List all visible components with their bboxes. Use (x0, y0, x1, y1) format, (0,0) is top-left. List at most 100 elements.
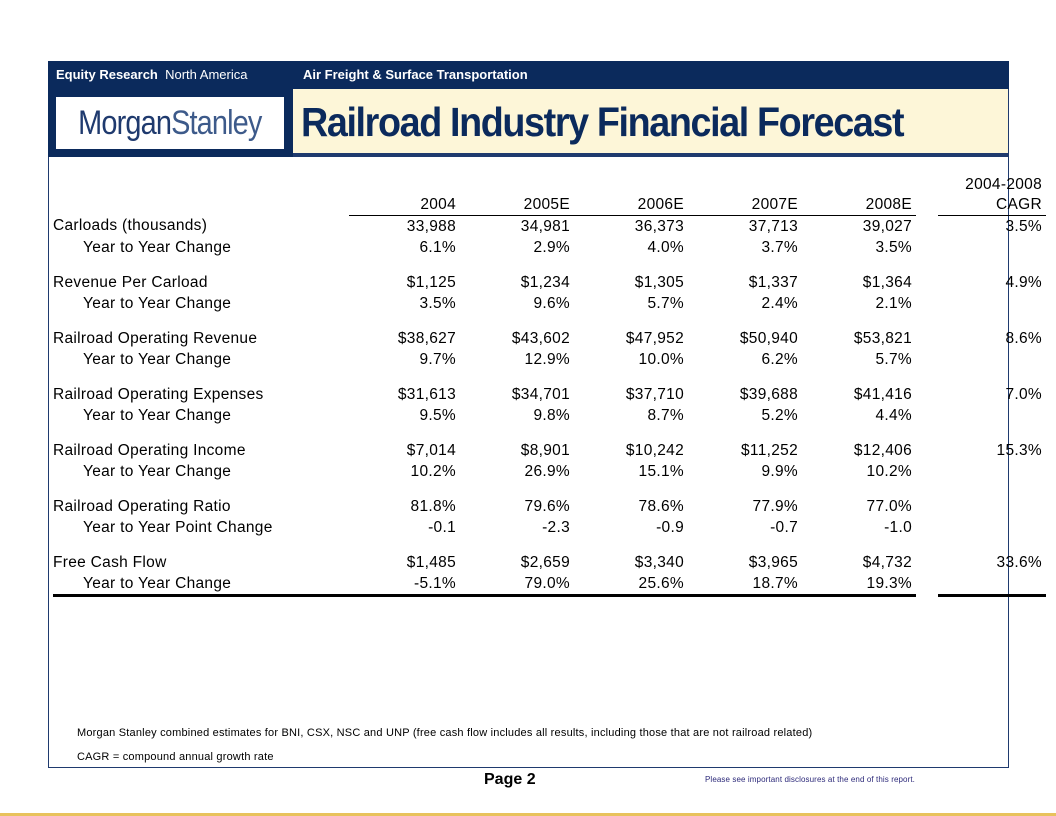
row-spacer (53, 258, 1046, 272)
cell-value: $1,485 (406, 553, 456, 571)
cell-value: 36,373 (634, 217, 684, 235)
subrow-label: Year to Year Change (83, 462, 232, 480)
cell-value: $50,940 (739, 329, 798, 347)
column-header: 2008E (802, 195, 916, 216)
title-banner: Railroad Industry Financial Forecast (293, 89, 1008, 157)
cell-value: 77.9% (752, 497, 798, 515)
subrow-value: 10.2% (410, 462, 456, 480)
subrow-value: 9.5% (419, 406, 456, 424)
page-title: Railroad Industry Financial Forecast (301, 99, 905, 145)
logo-part-stanley: Stanley (171, 103, 262, 142)
cagr-value: 8.6% (1005, 329, 1042, 347)
table-subrow: Year to Year Change 9.7% 12.9% 10.0% 6.2% 5.7… (53, 349, 1046, 370)
subrow-value: 4.4% (875, 406, 912, 424)
table-subrow: Year to Year Change 3.5% 9.6% 5.7% 2.4% 2.1% (53, 293, 1046, 314)
subrow-label: Year to Year Change (83, 406, 232, 424)
subrow-value: 15.1% (638, 462, 684, 480)
row-spacer (53, 538, 1046, 552)
cell-value: $1,305 (634, 273, 684, 291)
cell-value: 39,027 (862, 217, 912, 235)
subrow-value: 19.3% (802, 573, 916, 597)
logo-part-morgan: Morgan (78, 103, 172, 142)
subrow-value: 9.7% (419, 350, 456, 368)
row-label: Free Cash Flow (53, 553, 167, 571)
subrow-value: -2.3 (542, 518, 570, 536)
cagr-value (938, 496, 1046, 517)
subrow-value: 5.7% (875, 350, 912, 368)
column-header: 2007E (688, 195, 802, 216)
cell-value: $34,701 (511, 385, 570, 403)
row-label: Revenue Per Carload (53, 273, 208, 291)
table-row: Railroad Operating Expenses $31,613 $34,70… (53, 384, 1046, 405)
subrow-value: -0.9 (656, 518, 684, 536)
subrow-value: -5.1% (349, 573, 460, 597)
subrow-value: 3.7% (761, 238, 798, 256)
subrow-label: Year to Year Change (83, 294, 232, 312)
disclosure-note: Please see important disclosures at the … (705, 775, 916, 784)
forecast-table: 2004-2008 2004 2005E 2006E 2007E 2008E C… (53, 175, 1046, 597)
cell-value: $3,340 (634, 553, 684, 571)
subrow-value: 9.8% (533, 406, 570, 424)
cell-value: $38,627 (397, 329, 456, 347)
row-label: Railroad Operating Income (53, 441, 246, 459)
subrow-value: 9.6% (533, 294, 570, 312)
subrow-value: -0.1 (428, 518, 456, 536)
row-label: Carloads (thousands) (53, 217, 208, 235)
subrow-value: 12.9% (524, 350, 570, 368)
row-label: Railroad Operating Revenue (53, 329, 258, 347)
subrow-cagr (938, 517, 1046, 538)
subrow-label: Year to Year Point Change (83, 518, 273, 536)
row-spacer (53, 426, 1046, 440)
subrow-value: 79.0% (460, 573, 574, 597)
cell-value: 81.8% (410, 497, 456, 515)
page-frame (48, 61, 1009, 768)
cell-value: $12,406 (853, 441, 912, 459)
cagr-header-range: 2004-2008 (965, 176, 1042, 193)
table-subrow: Year to Year Change 10.2% 26.9% 15.1% 9.9% 10… (53, 461, 1046, 482)
sector-label: Air Freight & Surface Transportation (303, 67, 528, 82)
cell-value: $8,901 (520, 441, 570, 459)
subrow-value: 18.7% (688, 573, 802, 597)
cell-value: $11,252 (741, 441, 798, 459)
cell-value: $37,710 (625, 385, 684, 403)
subrow-value: -1.0 (884, 518, 912, 536)
table-row: Railroad Operating Ratio 81.8% 79.6% 78.6% 7… (53, 496, 1046, 517)
subrow-label: Year to Year Change (83, 238, 232, 256)
cell-value: 79.6% (524, 497, 570, 515)
subrow-value: 26.9% (524, 462, 570, 480)
cell-value: $10,242 (625, 441, 684, 459)
cell-value: $31,613 (397, 385, 456, 403)
column-header: 2004 (349, 195, 460, 216)
bottom-rule (0, 813, 1056, 816)
subrow-value: 2.1% (875, 294, 912, 312)
cell-value: 78.6% (638, 497, 684, 515)
cell-value: $53,821 (853, 329, 912, 347)
subrow-value: 6.1% (419, 238, 456, 256)
subrow-value: 5.2% (761, 406, 798, 424)
subrow-value: 3.5% (875, 238, 912, 256)
row-label: Railroad Operating Expenses (53, 385, 264, 403)
subrow-value: 4.0% (647, 238, 684, 256)
subrow-value: 3.5% (419, 294, 456, 312)
subrow-label: Year to Year Change (83, 350, 232, 368)
cell-value: 33,988 (406, 217, 456, 235)
page-number: Page 2 (484, 771, 536, 788)
table-header-row-2: 2004 2005E 2006E 2007E 2008E CAGR (53, 195, 1046, 216)
subrow-value: -0.7 (770, 518, 798, 536)
subrow-cagr (938, 293, 1046, 314)
table-subrow: Year to Year Point Change -0.1 -2.3 -0.9 -0.… (53, 517, 1046, 538)
cagr-value: 33.6% (996, 553, 1042, 571)
cell-value: 77.0% (866, 497, 912, 515)
subrow-cagr (938, 349, 1046, 370)
subrow-value: 2.9% (533, 238, 570, 256)
cell-value: $43,602 (511, 329, 570, 347)
footnote-estimates: Morgan Stanley combined estimates for BN… (77, 727, 813, 739)
table-row: Carloads (thousands) 33,988 34,981 36,373 37… (53, 216, 1046, 238)
subrow-cagr (938, 573, 1046, 597)
row-spacer (53, 482, 1046, 496)
table-row: Free Cash Flow $1,485 $2,659 $3,340 $3,965 $4… (53, 552, 1046, 573)
subrow-value: 8.7% (647, 406, 684, 424)
table-row: Railroad Operating Income $7,014 $8,901 $10… (53, 440, 1046, 461)
subrow-label: Year to Year Change (53, 573, 349, 597)
cell-value: $1,337 (748, 273, 798, 291)
